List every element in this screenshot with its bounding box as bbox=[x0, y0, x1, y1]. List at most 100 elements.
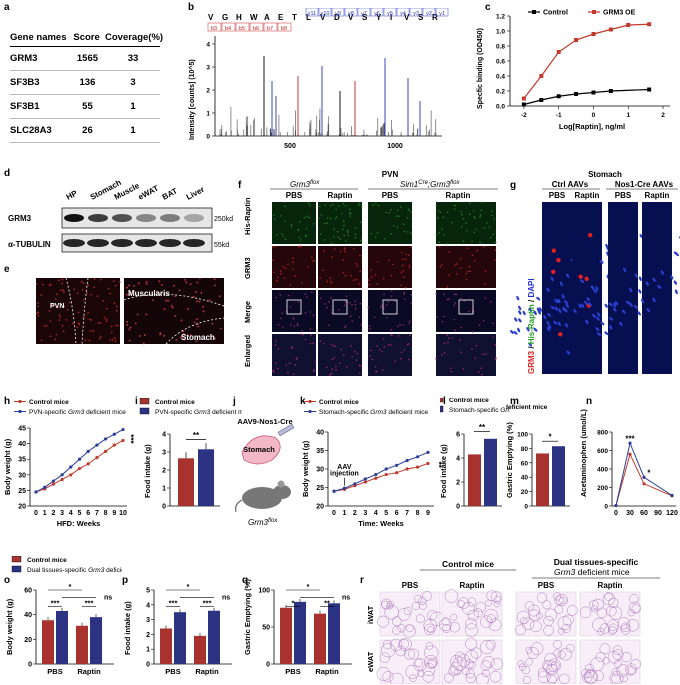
stain-dot bbox=[338, 308, 340, 311]
stain-dot bbox=[276, 279, 278, 282]
stain-dot bbox=[335, 208, 337, 211]
stain-dot bbox=[481, 201, 483, 204]
stain-dot bbox=[305, 296, 308, 298]
cell-dot bbox=[189, 283, 192, 286]
stain-dot bbox=[493, 259, 496, 262]
stain-dot bbox=[320, 297, 322, 300]
micrograph bbox=[318, 246, 362, 288]
row-label: His-Raptin bbox=[243, 197, 252, 235]
cell-dot bbox=[112, 280, 115, 283]
nucleus bbox=[629, 302, 633, 308]
table-cell: SF3B1 bbox=[10, 101, 40, 112]
adipocyte bbox=[423, 645, 439, 660]
stain-dot bbox=[446, 334, 449, 336]
bar bbox=[160, 628, 172, 664]
nucleus bbox=[604, 303, 608, 308]
cell-dot bbox=[88, 318, 91, 321]
blot-band bbox=[135, 239, 157, 247]
stain-dot bbox=[455, 273, 458, 275]
data-point bbox=[614, 503, 618, 508]
stain-dot bbox=[310, 256, 313, 259]
syringe bbox=[277, 423, 295, 437]
adipocyte bbox=[386, 600, 395, 609]
panel-label-m: m bbox=[510, 396, 519, 407]
y-tick-label: 20 bbox=[316, 504, 324, 511]
row-label: eWAT bbox=[366, 651, 375, 672]
stain-dot bbox=[375, 370, 378, 373]
series-line bbox=[333, 462, 429, 492]
y-tick-label: 0 bbox=[162, 504, 166, 511]
cell-dot bbox=[58, 314, 61, 317]
adipocyte bbox=[424, 654, 438, 669]
stain-dot bbox=[459, 339, 462, 341]
grm3-signal bbox=[588, 232, 593, 238]
cell-dot bbox=[76, 292, 79, 294]
stain-dot bbox=[403, 230, 406, 233]
stain-dot bbox=[312, 260, 315, 263]
y-tick-label: 400 bbox=[597, 467, 608, 474]
stain-dot bbox=[343, 248, 346, 251]
cell-dot bbox=[183, 338, 186, 341]
data-point bbox=[95, 443, 99, 447]
cell-dot bbox=[105, 307, 108, 310]
stain-dot bbox=[481, 374, 483, 376]
stain-dot bbox=[439, 211, 442, 214]
adipocyte bbox=[406, 624, 414, 633]
micrograph bbox=[436, 290, 496, 332]
cell-dot bbox=[77, 311, 80, 314]
adipocyte bbox=[559, 673, 570, 684]
sequence-residue: S bbox=[362, 13, 368, 22]
stain-dot bbox=[272, 259, 274, 262]
data-point bbox=[556, 50, 561, 54]
stain-dot bbox=[371, 358, 374, 361]
nucleus bbox=[613, 302, 617, 308]
panel-label-j: j bbox=[233, 396, 236, 407]
cell-dot bbox=[43, 325, 46, 328]
b-ion-label: b8 bbox=[281, 26, 287, 32]
stain-dot bbox=[313, 259, 316, 262]
y-tick-label: 4 bbox=[146, 602, 150, 609]
adipocyte bbox=[409, 674, 417, 683]
stain-dot bbox=[390, 344, 392, 346]
cell-dot bbox=[198, 300, 201, 303]
y-axis-title: Food intake (g) bbox=[143, 444, 152, 498]
stain-dot bbox=[290, 223, 293, 226]
stain-dot bbox=[387, 300, 389, 303]
adipocyte bbox=[392, 625, 402, 635]
adipocyte bbox=[614, 660, 622, 668]
sequence-residue: L bbox=[306, 13, 311, 22]
nucleus bbox=[609, 325, 613, 330]
cell-dot bbox=[109, 338, 112, 341]
stain-dot bbox=[396, 226, 399, 228]
adipocyte bbox=[465, 669, 475, 679]
stain-dot bbox=[277, 323, 280, 326]
stain-dot bbox=[373, 316, 376, 319]
blot-band bbox=[87, 239, 109, 247]
stain-dot bbox=[437, 209, 440, 212]
cell-dot bbox=[49, 283, 52, 286]
adipocyte bbox=[553, 639, 562, 649]
stain-dot bbox=[304, 235, 307, 238]
stain-dot bbox=[297, 229, 300, 231]
stain-dot bbox=[358, 364, 361, 367]
stain-dot bbox=[407, 358, 410, 361]
muscularis-label: Muscularis bbox=[128, 289, 170, 298]
panel-label-k: k bbox=[300, 396, 306, 407]
stain-dot bbox=[292, 268, 294, 271]
nucleus bbox=[533, 310, 537, 316]
adipocyte bbox=[486, 614, 496, 624]
data-point bbox=[384, 467, 388, 471]
lane-label: eWAT bbox=[137, 184, 160, 202]
bar bbox=[280, 607, 292, 664]
nucleus bbox=[538, 307, 542, 312]
nucleus bbox=[609, 316, 614, 321]
stain-dot bbox=[342, 259, 344, 261]
pvn-label: PVN bbox=[50, 303, 64, 310]
stain-dot bbox=[344, 326, 346, 329]
y-tick-label: 0 bbox=[206, 134, 210, 141]
stain-dot bbox=[337, 236, 340, 238]
stain-dot bbox=[354, 233, 357, 236]
y-tick-label: 0.0 bbox=[496, 104, 505, 111]
stain-dot bbox=[400, 251, 403, 254]
stain-dot bbox=[391, 263, 394, 266]
